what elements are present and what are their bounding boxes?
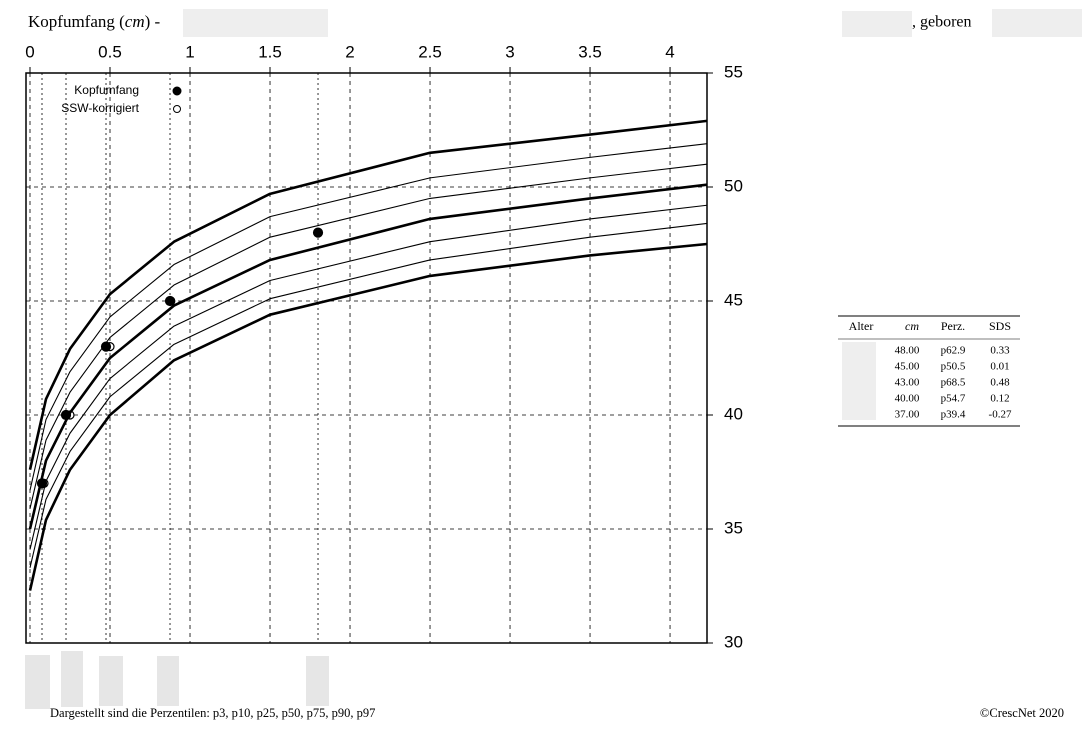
copyright: ©CrescNet 2020: [980, 706, 1064, 720]
redacted: [842, 11, 912, 37]
redacted: [992, 9, 1082, 37]
table-cell: -0.27: [989, 409, 1012, 421]
measurement-point: [36, 478, 48, 489]
plot-frame: [25, 72, 708, 644]
percentile-curve: [29, 163, 708, 509]
title: Kopfumfang (cm) -: [28, 12, 161, 31]
y-tick-label: 55: [724, 62, 743, 81]
x-tick-label: 1: [185, 42, 194, 61]
table-cell: 45.00: [895, 361, 920, 373]
table-cell: p68.5: [941, 377, 966, 389]
measurement-point: [166, 296, 176, 306]
y-tick-label: 30: [724, 632, 743, 651]
redacted: [183, 9, 328, 37]
table-cell: p62.9: [941, 345, 966, 357]
x-tick-label: 2.5: [418, 42, 442, 61]
title-part: ) -: [145, 12, 161, 31]
measurement-point: [105, 342, 115, 352]
x-tick-label: 1.5: [258, 42, 282, 61]
table-header: Perz.: [941, 319, 965, 333]
redacted: [99, 656, 123, 706]
born-label: , geboren: [912, 14, 972, 31]
redacted: [25, 655, 50, 709]
percentile-curve: [28, 119, 708, 471]
table-cell: 48.00: [895, 345, 920, 357]
legend-marker: [172, 86, 182, 96]
redacted: [61, 651, 83, 707]
table-cell: 40.00: [895, 393, 920, 405]
y-tick-label: 35: [724, 518, 743, 537]
title-part: cm: [125, 12, 145, 31]
footer-note: Dargestellt sind die Perzentilen: p3, p1…: [50, 706, 375, 720]
x-tick-label: 0.5: [98, 42, 122, 61]
table-cell: 37.00: [895, 409, 920, 421]
redacted: [306, 656, 329, 706]
table-cell: p39.4: [941, 409, 966, 421]
measurement-point: [39, 478, 49, 488]
measurement-point: [312, 227, 324, 238]
table-cell: p54.7: [941, 393, 966, 405]
percentile-curve: [29, 143, 708, 491]
table-cell: p50.5: [941, 361, 966, 373]
legend-label: SSW-korrigiert: [61, 101, 139, 115]
table: Alter cm Perz. SDS 48.00 p62.9 0.33 45.00 p50.5 0…: [838, 315, 1020, 427]
x-tick-label: 3.5: [578, 42, 602, 61]
percentile-curve: [28, 183, 708, 530]
plot: 30 35 40 45 50 55 0 0.5 1 1.5 2 2.5 3 3.5 4 Kopfumfang S…: [25, 42, 743, 651]
table-header: Alter: [849, 319, 874, 333]
table-cell: 0.12: [990, 393, 1009, 405]
redacted: [157, 656, 179, 706]
y-tick-label: 40: [724, 404, 743, 423]
y-tick-label: 45: [724, 290, 743, 309]
table-header: cm: [905, 319, 919, 333]
x-tick-label: 3: [505, 42, 514, 61]
percentile-curve: [29, 222, 708, 568]
legend-label: Kopfumfang: [74, 83, 139, 97]
table-cell: 43.00: [895, 377, 920, 389]
legend-marker: [173, 105, 181, 113]
table-header: SDS: [989, 319, 1011, 333]
y-tick-label: 50: [724, 176, 743, 195]
table-cell: 0.48: [990, 377, 1010, 389]
title-part: Kopfumfang (: [28, 12, 125, 31]
table-cell: 0.01: [990, 361, 1009, 373]
percentile-curve: [28, 242, 708, 591]
table-cell: 0.33: [990, 345, 1010, 357]
measurement-point: [65, 410, 75, 420]
x-tick-label: 0: [25, 42, 34, 61]
x-tick-label: 2: [345, 42, 354, 61]
percentile-curve: [29, 204, 708, 550]
redacted: [842, 342, 876, 420]
x-tick-label: 4: [665, 42, 674, 61]
